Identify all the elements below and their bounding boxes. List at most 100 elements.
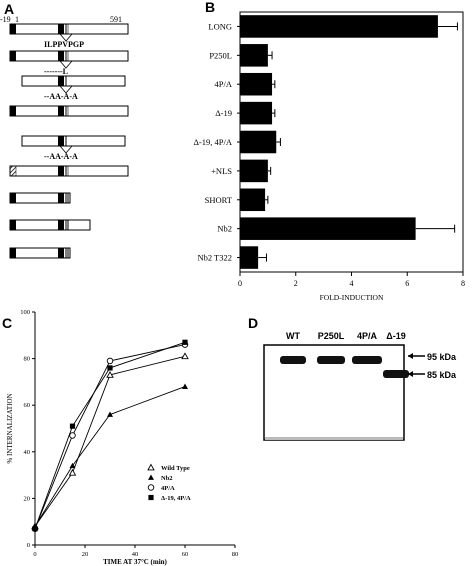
x-tick-label: 0 xyxy=(238,279,242,288)
callout-lines xyxy=(59,60,73,69)
construct-box xyxy=(9,50,129,62)
y-tick-label: 0 xyxy=(27,542,30,549)
panel-letter-a: A xyxy=(4,1,14,17)
signal-peptide-block xyxy=(10,24,16,34)
bar xyxy=(240,188,266,212)
bar xyxy=(240,101,273,125)
schematic-one-label: 1 xyxy=(15,15,19,24)
bar xyxy=(240,217,416,240)
marker-open-triangle xyxy=(106,370,114,378)
signal-peptide-block xyxy=(10,220,16,230)
schematic-end-label: 591 xyxy=(110,15,122,24)
series-line xyxy=(34,344,186,529)
construct-box xyxy=(9,23,129,35)
lane-label: P250L xyxy=(318,331,345,341)
x-tick-label: 40 xyxy=(132,551,139,558)
category-label: Nb2 T322 xyxy=(197,253,232,263)
marker-open-triangle xyxy=(68,468,77,476)
schematic-start-label: -19 xyxy=(0,15,11,24)
blot-bottom-edge xyxy=(265,437,403,440)
callout-lines xyxy=(59,85,73,94)
construct-box xyxy=(9,219,91,231)
x-tick-label: 8 xyxy=(461,279,465,288)
callout-lines xyxy=(59,33,73,42)
legend-label: Nb2 xyxy=(161,475,173,482)
transmembrane-block xyxy=(58,51,64,61)
signal-peptide-block xyxy=(10,51,16,61)
marker-open-circle xyxy=(69,432,76,439)
transmembrane-block xyxy=(58,248,64,258)
construct-schematic: -19 1 591 ILPPVPGP -------L --AA-A-A --AA-A… xyxy=(0,15,129,259)
marker-filled-triangle xyxy=(148,474,154,480)
marker-filled-square xyxy=(107,365,113,371)
category-label: 4P/A xyxy=(215,79,233,89)
construct-box xyxy=(21,135,126,147)
size-marker-label: 95 kDa xyxy=(427,352,457,362)
legend-label: Δ-19, 4P/A xyxy=(161,495,191,502)
category-label: Nb2 xyxy=(217,224,232,234)
bar xyxy=(240,15,438,38)
series-line xyxy=(34,355,186,527)
category-label: P250L xyxy=(209,50,232,60)
marker-filled-square xyxy=(182,339,188,345)
y-tick-label: 40 xyxy=(24,449,31,456)
protein-band xyxy=(352,356,382,364)
mutation-label: -------L xyxy=(44,67,68,76)
transmembrane-block xyxy=(58,193,64,203)
lane-label: Δ-19 xyxy=(386,331,405,341)
category-label: Δ-19, 4P/A xyxy=(193,137,232,147)
construct-box xyxy=(9,105,129,117)
protein-band xyxy=(383,370,409,378)
lane-label: WT xyxy=(286,331,300,341)
marker-filled-triangle xyxy=(182,383,188,389)
x-tick-label: 4 xyxy=(350,279,354,288)
protein-band xyxy=(317,356,345,364)
marker-filled-triangle xyxy=(107,411,113,417)
mutation-label: --AA-A-A xyxy=(44,152,78,161)
transmembrane-block xyxy=(58,24,64,34)
signal-peptide-block xyxy=(10,248,16,258)
category-label: SHORT xyxy=(205,195,233,205)
marker-filled-square xyxy=(32,526,38,532)
marker-open-triangle xyxy=(147,463,155,471)
x-tick-label: 80 xyxy=(232,551,239,558)
fold-induction-chart: LONG P250L 4P/A Δ-19 Δ-19, 4P/A +NLS SHORT Nb2 N… xyxy=(193,11,465,302)
construct-box xyxy=(21,75,126,87)
marker-open-circle xyxy=(147,484,155,491)
bar xyxy=(240,72,273,96)
transmembrane-block xyxy=(58,136,64,146)
category-label: Δ-19 xyxy=(215,108,232,118)
bar xyxy=(240,130,277,154)
signal-peptide-block xyxy=(10,193,16,203)
transmembrane-block xyxy=(58,220,64,230)
marker-arrow-head xyxy=(408,371,413,377)
y-tick-label: 100 xyxy=(20,309,30,316)
panel-letter-d: D xyxy=(248,315,258,331)
western-blot: WT P250L 4P/A Δ-19 95 kDa 85 kDa xyxy=(263,331,457,441)
y-tick-label: 60 xyxy=(24,402,31,409)
nls-block xyxy=(9,165,17,177)
x-tick-label: 6 xyxy=(405,279,409,288)
category-label: LONG xyxy=(208,21,232,31)
bar xyxy=(240,44,268,67)
x-tick-label: 20 xyxy=(82,551,89,558)
mutation-label: --AA-A-A xyxy=(44,92,78,101)
x-tick-label: 60 xyxy=(182,551,189,558)
category-label: +NLS xyxy=(211,166,232,176)
series-line xyxy=(34,386,186,527)
protein-band xyxy=(280,356,306,364)
y-tick-label: 80 xyxy=(24,356,31,363)
transmembrane-block xyxy=(58,106,64,116)
series-line xyxy=(34,341,186,529)
bar xyxy=(240,246,259,269)
y-axis-label: % INTERNALIZATION xyxy=(6,393,14,463)
x-tick-label: 2 xyxy=(294,279,298,288)
callout-lines xyxy=(59,145,73,154)
marker-open-triangle xyxy=(181,352,189,360)
sequence-label: ILPPVPGP xyxy=(44,40,84,49)
legend-label: 4P/A xyxy=(161,485,175,492)
marker-arrow-head xyxy=(408,353,413,359)
panel-letter-c: C xyxy=(2,315,12,331)
construct-box xyxy=(9,165,129,177)
